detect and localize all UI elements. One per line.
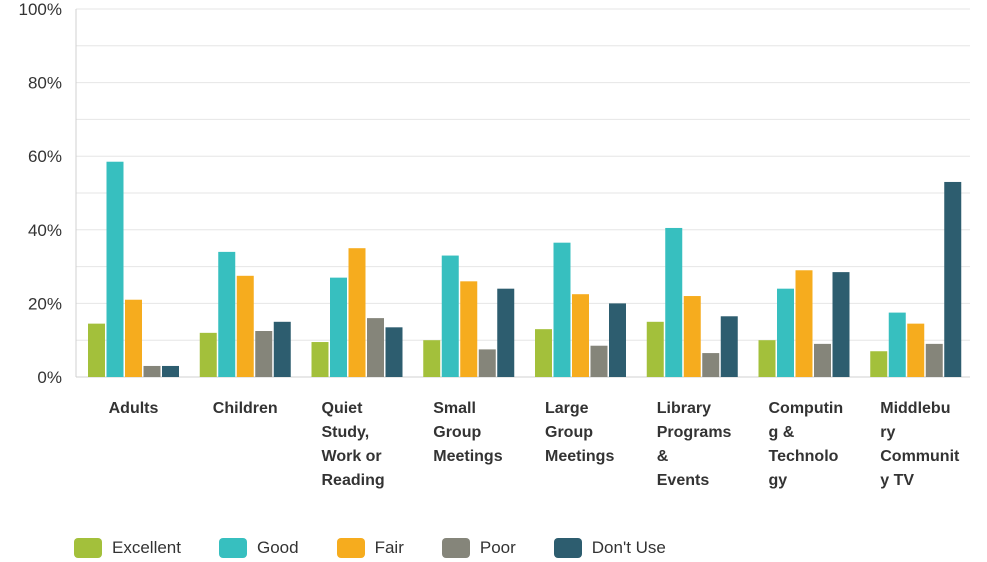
legend-swatch — [74, 538, 102, 558]
legend: Excellent Good Fair Poor Don't Use — [74, 538, 704, 558]
x-category-label: Computin g & Technolo gy — [769, 400, 844, 489]
bar-excellent — [870, 351, 888, 377]
bar-poor — [255, 331, 273, 377]
bar-excellent — [199, 332, 217, 377]
legend-swatch — [441, 538, 470, 558]
bar-poor — [702, 353, 720, 377]
bar-good — [777, 288, 794, 377]
bar-poor — [925, 343, 943, 377]
y-tick-label: 20% — [28, 294, 62, 313]
bar-poor — [367, 318, 384, 377]
bar-good — [106, 161, 124, 377]
bar-don-t-use — [832, 272, 850, 377]
bar-fair — [125, 299, 142, 377]
x-category-label: Small Group Meetings — [433, 400, 502, 465]
bar-good — [888, 312, 906, 377]
legend-label: Poor — [479, 538, 516, 557]
y-tick-label: 60% — [28, 147, 62, 166]
bar-don-t-use — [273, 321, 291, 377]
legend-label: Excellent — [112, 538, 181, 557]
bar-fair — [907, 323, 925, 377]
bar-excellent — [423, 340, 441, 377]
bar-don-t-use — [497, 288, 515, 377]
bar-poor — [143, 365, 161, 377]
legend-label: Fair — [374, 538, 404, 557]
legend-item: Fair — [336, 538, 404, 558]
bar-fair — [683, 296, 701, 377]
bar-good — [218, 251, 236, 377]
legend-swatch — [336, 538, 365, 558]
x-category-label: Middlebu ry Communit y TV — [880, 400, 960, 489]
legend-item: Good — [218, 538, 299, 558]
bar-good — [330, 277, 347, 377]
legend-swatch — [218, 538, 247, 558]
bars — [88, 161, 962, 377]
x-category-label: Library Programs & Events — [657, 400, 732, 489]
bar-excellent — [535, 329, 552, 377]
legend-item: Don't Use — [553, 538, 666, 558]
bar-don-t-use — [944, 181, 962, 377]
x-category-label: Quiet Study, Work or Reading — [322, 400, 385, 489]
x-category-label: Large Group Meetings — [545, 400, 614, 465]
bar-poor — [814, 343, 831, 377]
legend-label: Don't Use — [591, 538, 666, 557]
legend-item: Poor — [441, 538, 516, 558]
legend-label: Good — [256, 538, 299, 557]
bar-excellent — [646, 321, 664, 377]
bar-don-t-use — [162, 365, 179, 377]
y-tick-label: 40% — [28, 221, 62, 240]
bar-fair — [795, 270, 813, 377]
bar-fair — [460, 281, 478, 377]
y-tick-label: 0% — [37, 368, 62, 387]
x-category-label: Adults — [109, 400, 159, 417]
bar-good — [553, 242, 571, 377]
y-tick-label: 80% — [28, 74, 62, 93]
bar-good — [665, 227, 683, 377]
y-axis-ticks: 0% 20% 40% 60% 80% 100% — [19, 0, 62, 387]
y-tick-label: 100% — [19, 0, 62, 19]
bar-excellent — [758, 340, 776, 377]
legend-swatch — [553, 538, 582, 558]
x-category-label: Children — [213, 400, 278, 417]
bar-poor — [590, 345, 608, 377]
bar-excellent — [311, 342, 329, 377]
bar-don-t-use — [609, 303, 626, 377]
bar-fair — [348, 248, 366, 377]
bar-fair — [236, 275, 254, 377]
bar-don-t-use — [720, 316, 738, 377]
bar-fair — [572, 294, 589, 377]
bar-poor — [478, 349, 496, 377]
x-axis-labels: Adults Children Quiet Study, Work or Reading S… — [109, 400, 960, 489]
bar-excellent — [88, 323, 105, 377]
bar-don-t-use — [385, 327, 403, 377]
bar-chart: 0% 20% 40% 60% 80% 100% Adults Children Quiet St… — [19, 0, 970, 489]
bar-good — [441, 255, 459, 377]
legend-item: Excellent — [74, 538, 181, 558]
